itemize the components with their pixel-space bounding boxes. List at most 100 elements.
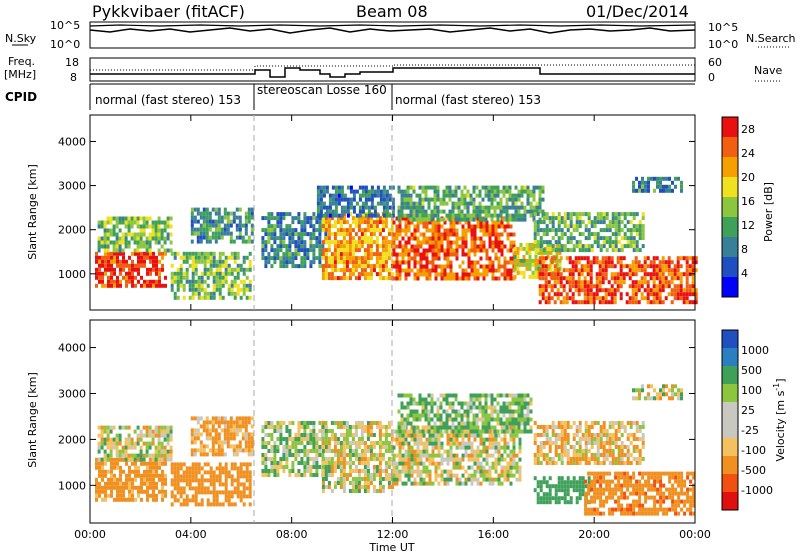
heatmap-cell bbox=[602, 288, 605, 292]
heatmap-cell bbox=[146, 462, 149, 466]
heatmap-cell bbox=[398, 186, 401, 190]
heatmap-cell bbox=[213, 256, 216, 260]
heatmap-cell bbox=[461, 214, 464, 218]
heatmap-cell bbox=[388, 477, 391, 481]
heatmap-cell bbox=[422, 202, 425, 206]
heatmap-cell bbox=[488, 198, 491, 202]
heatmap-cell bbox=[467, 422, 470, 426]
heatmap-cell bbox=[167, 450, 170, 454]
heatmap-cell bbox=[164, 478, 167, 482]
heatmap-cell bbox=[464, 402, 467, 406]
heatmap-cell bbox=[662, 177, 665, 181]
heatmap-cell bbox=[513, 241, 516, 245]
heatmap-cell bbox=[303, 244, 306, 248]
heatmap-cell bbox=[518, 190, 521, 194]
heatmap-cell bbox=[143, 252, 146, 256]
heatmap-cell bbox=[364, 453, 367, 457]
heatmap-cell bbox=[340, 485, 343, 489]
heatmap-cell bbox=[155, 450, 158, 454]
heatmap-cell bbox=[291, 445, 294, 449]
heatmap-cell bbox=[361, 469, 364, 473]
heatmap-cell bbox=[335, 198, 338, 202]
heatmap-cell bbox=[195, 462, 198, 466]
heatmap-cell bbox=[674, 276, 677, 280]
heatmap-cell bbox=[239, 228, 242, 232]
heatmap-cell bbox=[216, 466, 219, 470]
heatmap-cell bbox=[206, 452, 209, 456]
heatmap-cell bbox=[402, 257, 405, 261]
heatmap-cell bbox=[234, 280, 237, 284]
heatmap-cell bbox=[491, 206, 494, 210]
heatmap-cell bbox=[161, 426, 164, 430]
heatmap-cell bbox=[264, 433, 267, 437]
heatmap-cell bbox=[210, 474, 213, 478]
heatmap-cell bbox=[355, 268, 358, 272]
heatmap-cell bbox=[385, 449, 388, 453]
heatmap-cell bbox=[489, 470, 492, 474]
heatmap-cell bbox=[116, 486, 119, 490]
heatmap-cell bbox=[243, 272, 246, 276]
heatmap-cell bbox=[597, 236, 600, 240]
heatmap-cell bbox=[464, 422, 467, 426]
heatmap-cell bbox=[548, 280, 551, 284]
heatmap-cell bbox=[373, 473, 376, 477]
heatmap-cell bbox=[434, 426, 437, 430]
heatmap-cell bbox=[513, 462, 516, 466]
heatmap-cell bbox=[367, 469, 370, 473]
heatmap-cell bbox=[234, 478, 237, 482]
heatmap-cell bbox=[462, 438, 465, 442]
heatmap-cell bbox=[639, 232, 642, 236]
heatmap-cell bbox=[209, 228, 212, 232]
heatmap-cell bbox=[161, 498, 164, 502]
heatmap-cell bbox=[328, 449, 331, 453]
heatmap-cell bbox=[324, 232, 327, 236]
heatmap-cell bbox=[437, 198, 440, 202]
heatmap-cell bbox=[668, 177, 671, 181]
heatmap-cell bbox=[440, 422, 443, 426]
heatmap-cell bbox=[186, 478, 189, 482]
heatmap-cell bbox=[276, 220, 279, 224]
heatmap-cell bbox=[608, 300, 611, 304]
heatmap-cell bbox=[483, 466, 486, 470]
heatmap-cell bbox=[519, 474, 522, 478]
heatmap-cell bbox=[195, 256, 198, 260]
heatmap-cell bbox=[495, 225, 498, 229]
heatmap-cell bbox=[579, 212, 582, 216]
heatmap-cell bbox=[174, 486, 177, 490]
heatmap-cell bbox=[270, 425, 273, 429]
heatmap-cell bbox=[647, 256, 650, 260]
heatmap-cell bbox=[206, 424, 209, 428]
heatmap-cell bbox=[149, 474, 152, 478]
heatmap-cell bbox=[425, 210, 428, 214]
heatmap-cell bbox=[131, 498, 134, 502]
heatmap-cell bbox=[149, 268, 152, 272]
heatmap-cell bbox=[513, 458, 516, 462]
heatmap-cell bbox=[243, 462, 246, 466]
heatmap-cell bbox=[230, 436, 233, 440]
heatmap-cell bbox=[331, 433, 334, 437]
heatmap-cell bbox=[291, 469, 294, 473]
heatmap-cell bbox=[119, 490, 122, 494]
heatmap-cell bbox=[510, 458, 513, 462]
heatmap-cell bbox=[408, 265, 411, 269]
heatmap-cell bbox=[364, 489, 367, 493]
heatmap-cell bbox=[328, 469, 331, 473]
heatmap-cell bbox=[212, 220, 215, 224]
heatmap-cell bbox=[492, 245, 495, 249]
heatmap-cell bbox=[584, 256, 587, 260]
heatmap-cell bbox=[186, 466, 189, 470]
heatmap-cell bbox=[443, 398, 446, 402]
heatmap-cell bbox=[405, 273, 408, 277]
heatmap-cell bbox=[408, 458, 411, 462]
heatmap-cell bbox=[131, 276, 134, 280]
heatmap-cell bbox=[653, 189, 656, 193]
heatmap-cell bbox=[402, 245, 405, 249]
heatmap-cell bbox=[161, 446, 164, 450]
heatmap-cell bbox=[554, 256, 557, 260]
heatmap-cell bbox=[261, 425, 264, 429]
heatmap-cell bbox=[432, 257, 435, 261]
heatmap-cell bbox=[146, 446, 149, 450]
heatmap-cell bbox=[231, 502, 234, 506]
heatmap-cell bbox=[331, 252, 334, 256]
heatmap-cell bbox=[270, 216, 273, 220]
